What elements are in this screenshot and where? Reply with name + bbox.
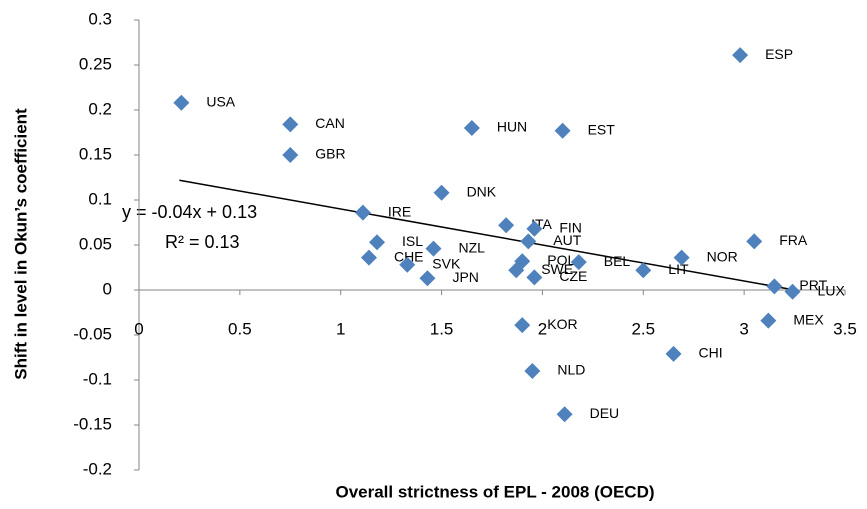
point-label: CZE: [559, 268, 587, 284]
point-label: ISL: [402, 233, 423, 249]
trend-equation: y = -0.04x + 0.13: [122, 202, 257, 222]
data-point: [526, 269, 543, 286]
point-label: ESP: [765, 46, 793, 62]
y-tick-label: 0.05: [79, 234, 112, 253]
data-point: [399, 256, 416, 273]
data-point: [173, 94, 190, 111]
data-point: [556, 406, 573, 423]
point-label: BEL: [604, 253, 631, 269]
point-label: USA: [206, 94, 235, 110]
trendline: [179, 179, 795, 291]
data-point: [746, 233, 763, 250]
data-point: [419, 270, 436, 287]
point-label: DNK: [467, 184, 497, 200]
point-label: NOR: [707, 248, 738, 264]
data-point: [354, 204, 371, 221]
y-tick-label: 0.15: [79, 144, 112, 163]
data-point: [524, 363, 541, 379]
point-label: DEU: [590, 405, 620, 421]
point-label: CAN: [315, 115, 345, 131]
data-point: [498, 217, 515, 234]
y-axis-title: Shift in level in Okun’s coefficient: [11, 108, 30, 380]
data-point: [784, 283, 801, 300]
y-tick-label: 0: [103, 279, 112, 298]
y-tick-label: 0.2: [88, 99, 112, 118]
data-point: [282, 147, 299, 163]
point-label: IRE: [388, 203, 411, 219]
y-tick-label: -0.05: [73, 324, 112, 343]
data-point: [665, 345, 682, 362]
x-tick-label: 1: [336, 319, 345, 338]
data-point: [554, 122, 571, 139]
point-label: GBR: [315, 146, 345, 162]
point-label: FIN: [559, 220, 582, 236]
point-label: AUT: [553, 232, 581, 248]
x-tick-label: 3.5: [833, 319, 857, 338]
y-tick-label: 0.3: [88, 9, 112, 28]
y-tick-label: -0.2: [83, 459, 112, 478]
point-label: SVK: [432, 256, 461, 272]
x-axis-title: Overall strictness of EPL - 2008 (OECD): [335, 482, 654, 501]
data-point: [570, 254, 587, 271]
x-tick-label: 1.5: [430, 319, 454, 338]
data-point: [766, 278, 783, 295]
data-point: [433, 184, 450, 201]
point-label: POL: [547, 252, 575, 268]
point-label: CHE: [394, 248, 424, 264]
point-label: LUX: [818, 283, 846, 299]
point-label: EST: [588, 121, 616, 137]
data-point: [760, 312, 777, 329]
point-label: SWE: [541, 261, 573, 277]
y-tick-label: 0.25: [79, 54, 112, 73]
data-point: [732, 47, 749, 64]
point-label: NLD: [557, 362, 585, 378]
x-tick-label: 0: [134, 319, 143, 338]
x-tick-label: 2.5: [631, 319, 655, 338]
x-tick-label: 0.5: [228, 319, 252, 338]
x-tick-label: 3: [739, 319, 748, 338]
data-point: [282, 116, 299, 133]
point-label: HUN: [497, 119, 527, 135]
point-label: FRA: [779, 232, 808, 248]
data-point: [526, 220, 543, 237]
x-tick-label: 2: [538, 319, 547, 338]
y-tick-label: -0.1: [83, 369, 112, 388]
y-tick-label: 0.1: [88, 189, 112, 208]
data-point: [635, 262, 652, 279]
point-label: PRT: [799, 277, 827, 293]
data-point: [369, 234, 386, 251]
point-label: KOR: [547, 316, 577, 332]
data-point: [508, 262, 525, 279]
point-label: LIT: [668, 261, 689, 277]
data-point: [360, 249, 377, 266]
data-point: [463, 120, 480, 136]
point-label: JPN: [452, 269, 478, 285]
y-tick-label: -0.15: [73, 414, 112, 433]
data-point: [425, 240, 442, 257]
data-point: [514, 317, 531, 334]
point-label: CHI: [699, 345, 723, 361]
data-point: [673, 249, 690, 266]
trend-r2: R² = 0.13: [165, 232, 240, 252]
point-label: NZL: [459, 239, 486, 255]
data-point: [520, 233, 537, 250]
point-label: MEX: [793, 311, 824, 327]
